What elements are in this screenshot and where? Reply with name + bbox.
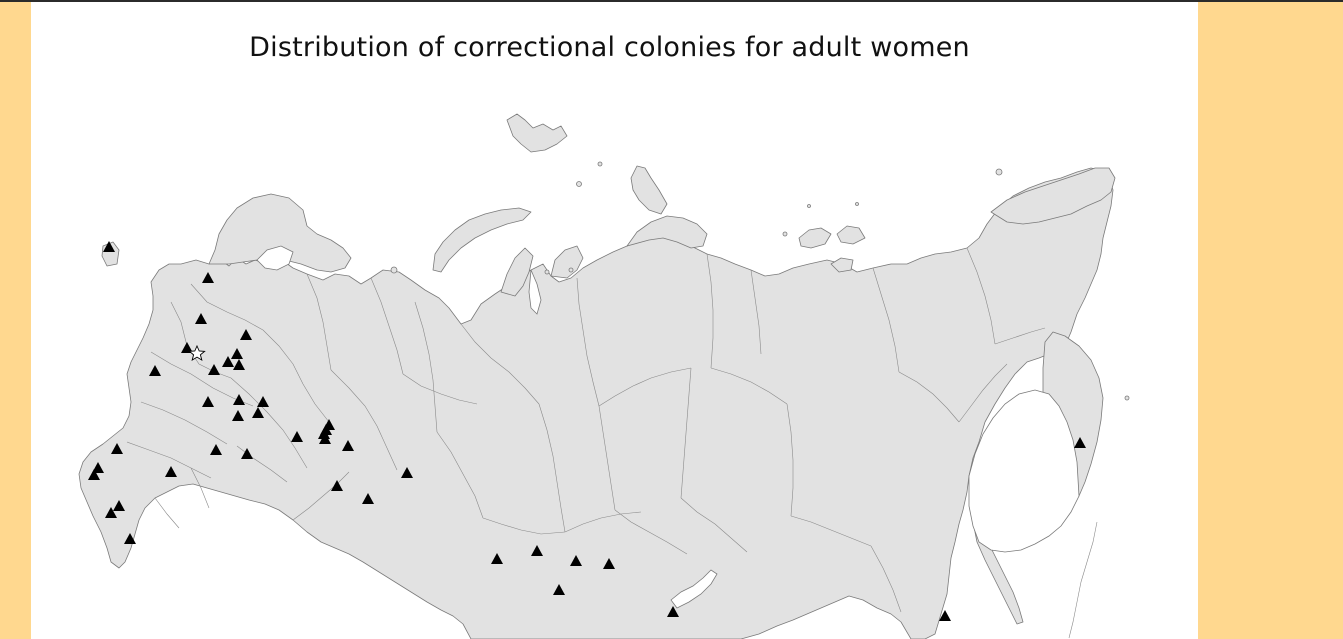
colony-triangle-icon xyxy=(233,359,245,370)
colony-triangle-icon xyxy=(165,466,177,477)
gydan-peninsula xyxy=(550,245,584,279)
colony-triangle-icon xyxy=(291,431,303,442)
colony-triangle-icon xyxy=(208,364,220,375)
colony-triangle-icon xyxy=(103,241,115,252)
chukotka xyxy=(990,167,1116,225)
colony-triangle-icon xyxy=(241,448,253,459)
colony-triangle-icon xyxy=(231,348,243,359)
colony-triangle-icon xyxy=(92,462,104,473)
colony-triangle-icon xyxy=(181,342,193,353)
lake-baikal xyxy=(670,569,718,609)
colony-triangle-icon xyxy=(252,407,264,418)
colony-triangle-icon xyxy=(401,467,413,478)
ob-gulf xyxy=(528,269,542,315)
wrangel-island xyxy=(830,257,854,273)
colony-triangle-icon xyxy=(491,553,503,564)
colony-triangle-icon xyxy=(319,433,331,444)
colony-triangle-icon xyxy=(240,329,252,340)
colony-triangle-icon xyxy=(202,396,214,407)
colony-triangle-icon xyxy=(222,356,234,367)
colony-triangle-icon xyxy=(202,272,214,283)
colony-triangle-icon xyxy=(195,313,207,324)
colony-triangle-icon xyxy=(667,606,679,617)
colony-triangle-icon xyxy=(232,410,244,421)
colony-triangle-icon xyxy=(570,555,582,566)
colony-triangle-icon xyxy=(531,545,543,556)
colony-triangle-icon xyxy=(318,428,330,439)
colony-triangle-icon xyxy=(88,469,100,480)
colony-markers xyxy=(88,241,1086,621)
colony-triangle-icon xyxy=(105,507,117,518)
sea-of-okhotsk xyxy=(968,389,1080,553)
novaya-zemlya xyxy=(432,207,532,273)
arctic-islets xyxy=(390,161,1130,401)
new-siberian-islands xyxy=(798,227,832,249)
colony-triangle-icon xyxy=(233,394,245,405)
colony-triangle-icon xyxy=(111,443,123,454)
franz-josef-land xyxy=(506,113,568,153)
slide-canvas: Distribution of correctional colonies fo… xyxy=(31,2,1198,639)
top-border-line xyxy=(0,0,1343,2)
white-sea xyxy=(256,245,294,271)
colony-triangle-icon xyxy=(113,500,125,511)
colony-triangle-icon xyxy=(331,480,343,491)
region-borders xyxy=(126,247,1046,613)
severnaya-zemlya xyxy=(630,165,668,215)
colony-triangle-icon xyxy=(257,396,269,407)
new-siberian-islands-2 xyxy=(836,225,866,245)
russia-map xyxy=(78,113,1130,639)
taymyr-peninsula xyxy=(626,215,708,249)
moscow-star-icon xyxy=(188,344,206,361)
colony-triangle-icon xyxy=(342,440,354,451)
colony-triangle-icon xyxy=(603,558,615,569)
yamal-peninsula xyxy=(500,247,534,297)
kuril-islands xyxy=(1068,521,1098,639)
colony-triangle-icon xyxy=(939,610,951,621)
colony-triangle-icon xyxy=(362,493,374,504)
colony-triangle-icon xyxy=(1074,437,1086,448)
colony-triangle-icon xyxy=(553,584,565,595)
colony-triangle-icon xyxy=(210,444,222,455)
colony-triangle-icon xyxy=(124,533,136,544)
map-title: Distribution of correctional colonies fo… xyxy=(249,32,970,63)
colony-triangle-icon xyxy=(149,365,161,376)
